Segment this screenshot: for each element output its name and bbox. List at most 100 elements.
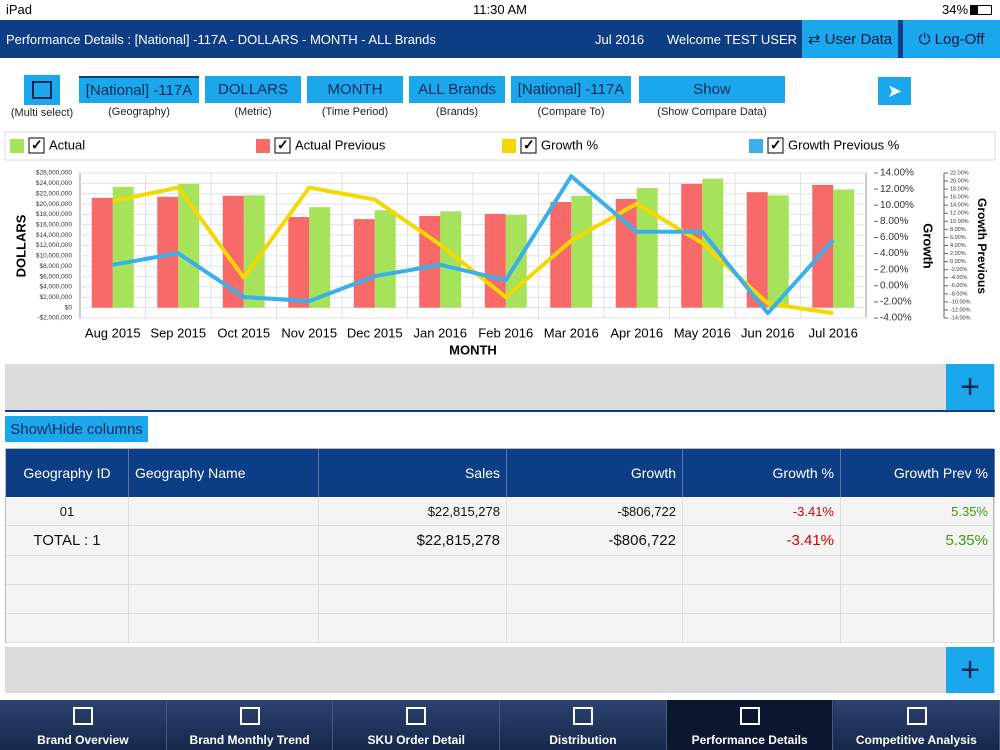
bar xyxy=(571,195,593,308)
log-off-button[interactable]: ⏻ Log-Off xyxy=(903,20,1000,58)
tick-label: 6.00% xyxy=(880,232,908,243)
x-tick-label: Dec 2015 xyxy=(347,325,403,340)
expand-button[interactable]: + xyxy=(946,647,994,693)
time: 11:30 AM xyxy=(473,2,527,17)
legend-box xyxy=(4,131,996,161)
filter-button[interactable]: Show xyxy=(639,76,785,103)
tick-label: 0.00% xyxy=(950,259,966,265)
tick-label: -14.00% xyxy=(950,315,971,321)
table-cell: $22,815,278 xyxy=(319,497,507,527)
legend-swatch xyxy=(10,139,24,153)
tab[interactable]: Brand Overview xyxy=(0,700,167,750)
column-header: Sales xyxy=(319,449,507,497)
tab[interactable]: Brand Monthly Trend xyxy=(166,700,334,750)
column-header: Geography ID xyxy=(6,449,129,497)
filter-button[interactable]: [National] -117A xyxy=(79,76,199,103)
x-tick-label: Mar 2016 xyxy=(544,325,599,340)
tab[interactable]: Distribution xyxy=(500,700,667,750)
user-data-button[interactable]: ⇄ User Data xyxy=(802,20,898,58)
tick-label: 18.00% xyxy=(950,187,969,193)
bar xyxy=(550,202,572,308)
bar xyxy=(767,195,789,308)
tab-icon xyxy=(906,707,927,725)
tick-label: $6,000,000 xyxy=(39,273,72,280)
collapsed-panel xyxy=(5,647,995,693)
tick-label: 14.00% xyxy=(950,203,969,209)
tick-label: 4.00% xyxy=(880,248,908,259)
table-cell xyxy=(6,614,129,644)
legend-check: ✓ xyxy=(277,137,289,153)
expand-button[interactable]: + xyxy=(946,364,994,410)
show-hide-button[interactable]: Show\Hide columns xyxy=(5,416,148,442)
table-cell xyxy=(507,555,683,585)
bar xyxy=(243,195,265,308)
tab-bar: Brand Overview Brand Monthly Trend SKU Ord… xyxy=(0,700,1000,750)
tab-icon xyxy=(573,707,594,725)
tab[interactable]: SKU Order Detail xyxy=(333,700,501,750)
table-cell xyxy=(129,555,319,585)
tick-label: $14,000,000 xyxy=(36,232,73,239)
tab[interactable]: Performance Details xyxy=(666,700,834,750)
table-cell: -$806,722 xyxy=(507,526,683,556)
x-axis-label: MONTH xyxy=(449,342,497,357)
battery-icon xyxy=(970,5,992,15)
tab-icon xyxy=(73,707,93,725)
x-tick-label: Apr 2016 xyxy=(610,325,663,340)
bar xyxy=(353,219,375,308)
tab-label: SKU Order Detail xyxy=(367,733,465,747)
filter-caption: (Geography) xyxy=(108,106,170,118)
tick-label: 10.00% xyxy=(880,200,914,211)
filter-button[interactable]: ALL Brands xyxy=(409,76,505,103)
tick-label: $24,000,000 xyxy=(36,180,73,187)
multi-select-caption: (Multi select) xyxy=(10,107,74,119)
filter-button[interactable]: MONTH xyxy=(307,76,403,103)
column-header: Growth xyxy=(507,449,683,497)
x-tick-label: Oct 2015 xyxy=(217,325,270,340)
tick-label: $12,000,000 xyxy=(36,242,73,249)
table-cell xyxy=(841,584,995,615)
table-cell: TOTAL : 1 xyxy=(6,526,129,556)
tick-label: $16,000,000 xyxy=(36,222,73,229)
bar xyxy=(636,188,658,308)
filter-button[interactable]: DOLLARS xyxy=(205,76,301,103)
table-cell xyxy=(841,555,995,585)
table-cell xyxy=(683,584,841,615)
table-cell xyxy=(841,614,995,644)
table-cell xyxy=(319,584,507,615)
table-cell xyxy=(319,614,507,644)
tick-label: $18,000,000 xyxy=(36,211,73,218)
column-header: Geography Name xyxy=(129,449,319,497)
tab[interactable]: Competitive Analysis xyxy=(833,700,1000,750)
table-cell: -3.41% xyxy=(683,497,841,527)
tick-label: 14.00% xyxy=(880,168,914,179)
column-header: Growth Prev % xyxy=(841,449,995,497)
tick-label: 22.00% xyxy=(950,170,969,176)
multi-select-button[interactable] xyxy=(24,75,60,105)
table-cell xyxy=(129,614,319,644)
tick-label: $22,000,000 xyxy=(36,190,73,197)
tab-label: Brand Monthly Trend xyxy=(189,733,310,747)
tab-icon xyxy=(406,707,427,725)
filter-button[interactable]: [National] -117A xyxy=(511,76,631,103)
bar xyxy=(419,215,441,308)
x-tick-label: Jul 2016 xyxy=(809,325,858,340)
tick-label: 20.00% xyxy=(950,179,969,185)
table-cell xyxy=(6,584,129,615)
table-cell xyxy=(6,555,129,585)
tab-label: Competitive Analysis xyxy=(855,733,977,747)
x-tick-label: Feb 2016 xyxy=(478,325,533,340)
legend-check: ✓ xyxy=(523,137,535,153)
table-cell: 5.35% xyxy=(841,497,995,527)
tick-label: $0 xyxy=(65,304,73,311)
tick-label: 4.00% xyxy=(950,243,966,249)
status-bar: iPad 11:30 AM 34% xyxy=(0,0,1000,20)
header: Performance Details : [National] -117A -… xyxy=(0,20,1000,58)
tick-label: 12.00% xyxy=(880,184,914,195)
label: Log-Off xyxy=(934,30,985,48)
bar xyxy=(157,196,179,308)
send-button[interactable]: ➤ xyxy=(878,77,911,105)
label: User Data xyxy=(824,30,893,48)
table-cell: -3.41% xyxy=(683,526,841,556)
tick-label: -8.00% xyxy=(950,291,968,297)
